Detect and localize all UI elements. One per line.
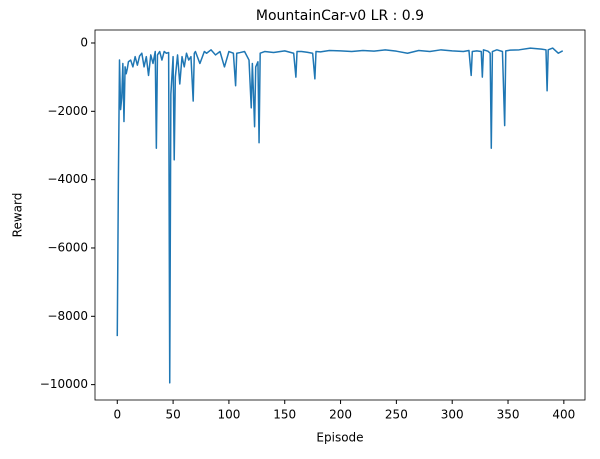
y-tick-label: −2000 (47, 104, 88, 118)
y-tick-label: −10000 (40, 377, 88, 391)
x-tick-label: 250 (385, 408, 408, 422)
y-axis-label: Reward (11, 193, 25, 238)
x-tick-label: 100 (217, 408, 240, 422)
x-tick-label: 350 (497, 408, 520, 422)
plot-frame (94, 29, 586, 401)
y-tick-label: −8000 (47, 309, 88, 323)
x-tick-label: 0 (113, 408, 121, 422)
y-tick-label: 0 (80, 35, 88, 49)
x-tick-label: 50 (165, 408, 180, 422)
x-tick-label: 300 (441, 408, 464, 422)
chart-title: MountainCar-v0 LR : 0.9 (256, 8, 424, 24)
x-axis-label: Episode (316, 431, 363, 445)
y-tick-label: −4000 (47, 172, 88, 186)
x-tick-label: 400 (552, 408, 575, 422)
y-tick-label: −6000 (47, 240, 88, 254)
data-line (116, 47, 564, 384)
x-tick-label: 150 (273, 408, 296, 422)
x-tick-label: 200 (329, 408, 352, 422)
